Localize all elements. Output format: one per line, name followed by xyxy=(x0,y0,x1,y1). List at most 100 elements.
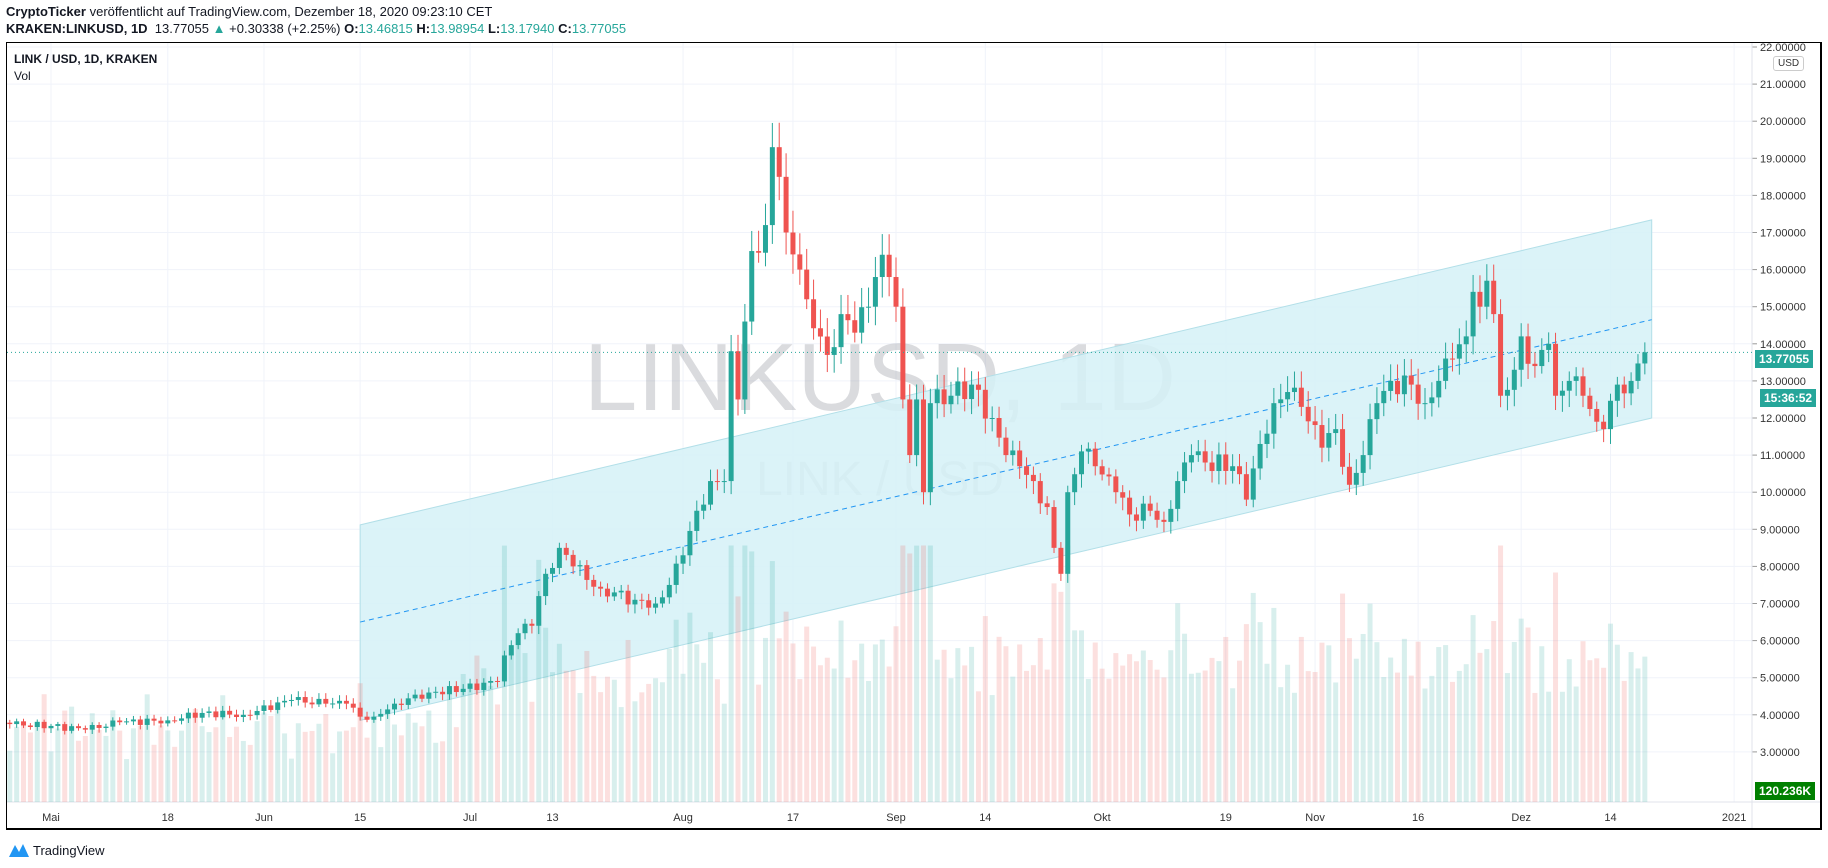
volume-bar xyxy=(460,674,466,802)
candle-body xyxy=(440,691,446,695)
candle-body xyxy=(975,384,981,390)
volume-bar xyxy=(563,670,569,802)
volume-bar xyxy=(1607,623,1613,802)
candle-body xyxy=(1319,425,1325,448)
candle-body xyxy=(591,579,597,587)
volume-bar xyxy=(522,653,528,802)
volume-bar xyxy=(1058,591,1064,802)
candle-body xyxy=(934,389,940,404)
volume-bar xyxy=(543,627,549,802)
volume-bar xyxy=(762,637,768,802)
volume-bar xyxy=(1188,673,1194,802)
volume-bar xyxy=(866,680,872,802)
candle-body xyxy=(1525,336,1531,364)
candle-body xyxy=(872,277,878,307)
candle-body xyxy=(969,384,975,400)
volume-bar xyxy=(666,648,672,802)
volume-bar xyxy=(378,747,384,802)
volume-bar xyxy=(1360,633,1366,802)
candle-body xyxy=(1498,314,1504,396)
candle-body xyxy=(1202,451,1208,463)
candle-body xyxy=(1188,455,1194,463)
volume-bar xyxy=(1504,673,1510,802)
volume-bar xyxy=(1456,670,1462,802)
volume-bar xyxy=(419,726,425,802)
volume-bar xyxy=(653,678,659,802)
candle-body xyxy=(886,254,892,278)
candle-body xyxy=(1539,349,1545,367)
volume-bar xyxy=(673,619,679,802)
candle-body xyxy=(7,722,13,725)
volume-bar xyxy=(515,645,521,802)
volume-bar xyxy=(1326,645,1332,802)
volume-bar xyxy=(934,659,940,802)
volume-bar xyxy=(1230,688,1236,802)
volume-bar xyxy=(27,732,33,802)
candle-body xyxy=(1429,397,1435,404)
candle-body xyxy=(1415,384,1421,404)
candle-body xyxy=(920,399,926,493)
volume-bar xyxy=(708,632,714,802)
candle-body xyxy=(694,510,700,531)
volume-bar xyxy=(240,740,246,802)
price-tick-label: 21.00000 xyxy=(1760,79,1806,91)
candle-body xyxy=(1580,376,1586,396)
time-tick-label: Jun xyxy=(255,812,273,824)
candle-body xyxy=(1422,403,1428,405)
time-tick-label: Jul xyxy=(463,812,477,824)
volume-bar xyxy=(172,746,178,802)
candle-body xyxy=(879,254,885,278)
regression-channel xyxy=(359,219,1653,721)
volume-bar xyxy=(893,626,899,802)
candle-body xyxy=(337,700,343,704)
candle-body xyxy=(1243,474,1249,500)
candle-body xyxy=(570,554,576,567)
volume-bar xyxy=(1044,669,1050,802)
candle-body xyxy=(1436,380,1442,398)
candle-body xyxy=(69,726,75,731)
candle-body xyxy=(474,683,480,690)
candle-body xyxy=(1607,400,1613,430)
candle-body xyxy=(1553,343,1559,396)
candle-body xyxy=(1642,352,1648,364)
candle-body xyxy=(1106,474,1112,477)
volume-bar xyxy=(1085,678,1091,802)
tradingview-logo[interactable]: TradingView xyxy=(8,842,105,858)
volume-bar xyxy=(227,736,233,802)
volume-bar xyxy=(392,724,397,802)
volume-bar xyxy=(639,692,645,802)
symbol: KRAKEN:LINKUSD, 1D xyxy=(6,21,148,36)
candle-body xyxy=(721,481,727,483)
candle-body xyxy=(405,698,411,705)
candle-body xyxy=(1161,519,1167,522)
volume-bar xyxy=(680,673,686,802)
candle-body xyxy=(1518,336,1524,370)
volume-bar xyxy=(1072,630,1078,802)
candle-body xyxy=(1175,481,1181,509)
candle-body xyxy=(948,395,954,405)
volume-bar xyxy=(1422,688,1428,802)
candle-body xyxy=(811,299,817,329)
volume-bar xyxy=(1580,641,1586,802)
volume-bar xyxy=(694,644,700,802)
currency-badge[interactable]: USD xyxy=(1773,56,1805,71)
volume-bar xyxy=(268,716,274,802)
candle-body xyxy=(708,481,714,505)
author[interactable]: CryptoTicker xyxy=(6,4,86,19)
low-value: 13.17940 xyxy=(500,21,555,36)
candle-body xyxy=(275,702,281,710)
candle-body xyxy=(1099,466,1105,475)
candle-body xyxy=(41,721,47,729)
candle-body xyxy=(288,699,294,701)
time-tick-label: 2021 xyxy=(1722,812,1746,824)
candle-body xyxy=(673,563,679,585)
candle-body xyxy=(192,712,198,718)
time-tick-label: 18 xyxy=(162,812,174,824)
candle-body xyxy=(14,721,20,725)
candle-body xyxy=(124,721,130,723)
volume-bar xyxy=(687,612,693,802)
candle-body xyxy=(172,720,178,722)
candle-body xyxy=(1195,451,1201,456)
candle-body xyxy=(845,314,851,321)
